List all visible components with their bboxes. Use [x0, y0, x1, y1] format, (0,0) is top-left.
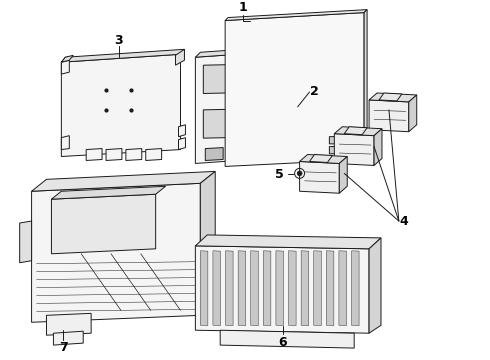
Polygon shape — [310, 154, 332, 162]
Text: 1: 1 — [239, 1, 247, 14]
Polygon shape — [364, 10, 367, 159]
Text: 7: 7 — [59, 341, 68, 354]
Polygon shape — [314, 251, 321, 325]
Polygon shape — [344, 127, 367, 135]
Polygon shape — [339, 157, 347, 193]
Polygon shape — [61, 136, 69, 149]
Polygon shape — [233, 109, 257, 138]
Polygon shape — [47, 313, 91, 335]
Polygon shape — [301, 251, 309, 325]
Polygon shape — [263, 109, 287, 138]
Polygon shape — [369, 100, 409, 132]
Polygon shape — [351, 251, 359, 325]
Polygon shape — [196, 45, 299, 57]
Text: 4: 4 — [399, 215, 408, 228]
Polygon shape — [329, 136, 351, 144]
Polygon shape — [276, 251, 284, 325]
Polygon shape — [329, 156, 351, 164]
Polygon shape — [251, 251, 258, 325]
Polygon shape — [51, 194, 156, 254]
Polygon shape — [175, 49, 184, 65]
Polygon shape — [86, 149, 102, 161]
Text: 2: 2 — [310, 85, 319, 99]
Text: 3: 3 — [115, 34, 123, 47]
Polygon shape — [61, 55, 74, 62]
Polygon shape — [339, 251, 346, 325]
Polygon shape — [225, 13, 364, 166]
Polygon shape — [334, 127, 382, 136]
Polygon shape — [20, 221, 31, 263]
Polygon shape — [225, 251, 233, 325]
Polygon shape — [213, 251, 220, 325]
Polygon shape — [51, 186, 166, 199]
Polygon shape — [379, 93, 402, 101]
Polygon shape — [255, 148, 273, 161]
Polygon shape — [200, 171, 215, 315]
Circle shape — [297, 171, 302, 176]
Polygon shape — [31, 171, 215, 191]
Polygon shape — [61, 49, 184, 62]
Polygon shape — [220, 330, 354, 348]
Polygon shape — [126, 149, 142, 161]
Polygon shape — [200, 251, 208, 325]
Polygon shape — [326, 251, 334, 325]
Polygon shape — [329, 146, 351, 154]
Polygon shape — [263, 65, 287, 94]
Polygon shape — [233, 65, 257, 94]
Polygon shape — [146, 149, 162, 161]
Polygon shape — [53, 331, 83, 345]
Polygon shape — [334, 134, 374, 166]
Polygon shape — [196, 246, 369, 333]
Polygon shape — [61, 54, 180, 157]
Polygon shape — [178, 125, 185, 137]
Polygon shape — [409, 95, 416, 132]
Polygon shape — [230, 148, 248, 161]
Polygon shape — [203, 109, 227, 138]
Polygon shape — [299, 154, 347, 163]
Text: 5: 5 — [275, 168, 284, 181]
Polygon shape — [294, 45, 299, 157]
Polygon shape — [369, 238, 381, 333]
Polygon shape — [196, 50, 294, 163]
Text: 6: 6 — [278, 336, 287, 348]
Polygon shape — [205, 148, 223, 161]
Polygon shape — [106, 149, 122, 161]
Polygon shape — [203, 65, 227, 94]
Polygon shape — [299, 162, 339, 193]
Polygon shape — [61, 60, 69, 74]
Polygon shape — [31, 183, 200, 322]
Polygon shape — [369, 93, 416, 102]
Polygon shape — [238, 251, 245, 325]
Polygon shape — [263, 251, 271, 325]
Polygon shape — [374, 129, 382, 166]
Polygon shape — [289, 251, 296, 325]
Polygon shape — [225, 10, 367, 21]
Polygon shape — [178, 138, 185, 149]
Polygon shape — [196, 235, 381, 249]
